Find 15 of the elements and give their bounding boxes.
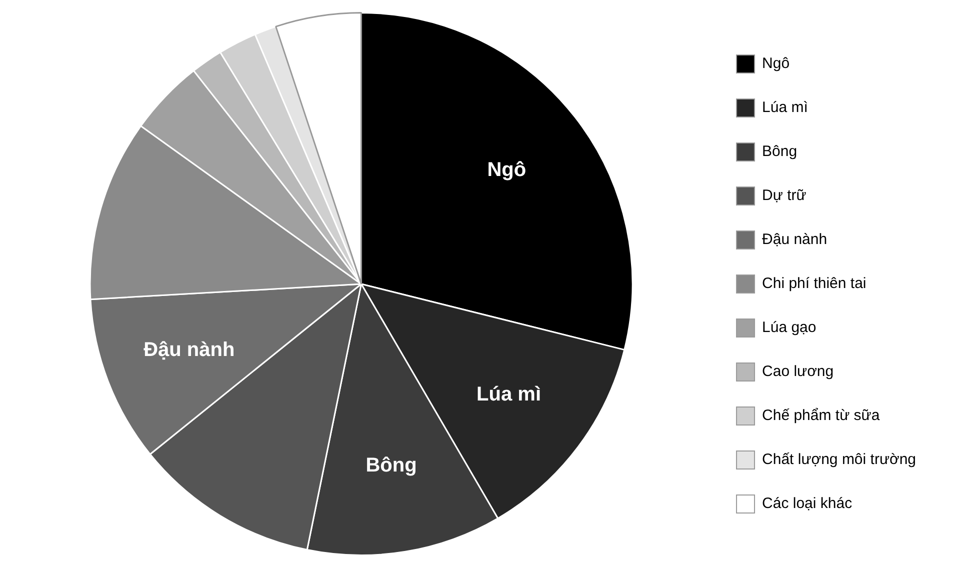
legend-label: Các loại khác bbox=[762, 495, 853, 512]
data-label: Bông bbox=[366, 454, 417, 477]
legend-label: Chi phí thiên tai bbox=[762, 275, 866, 292]
data-label: Đậu nành bbox=[144, 338, 235, 361]
legend-label: Ngô bbox=[762, 55, 790, 72]
legend-label: Chế phẩm từ sữa bbox=[762, 407, 880, 424]
data-label: Lúa mì bbox=[476, 383, 541, 406]
data-label: Ngô bbox=[487, 159, 526, 182]
legend-label: Lúa mì bbox=[762, 99, 808, 116]
legend-label: Dự trữ bbox=[762, 187, 806, 204]
legend-label: Cao lương bbox=[762, 363, 834, 380]
legend-label: Lúa gạo bbox=[762, 319, 816, 336]
legend-label: Đậu nành bbox=[762, 231, 828, 248]
legend-label: Bông bbox=[762, 143, 798, 160]
legend-label: Chất lượng môi trường bbox=[762, 451, 916, 468]
